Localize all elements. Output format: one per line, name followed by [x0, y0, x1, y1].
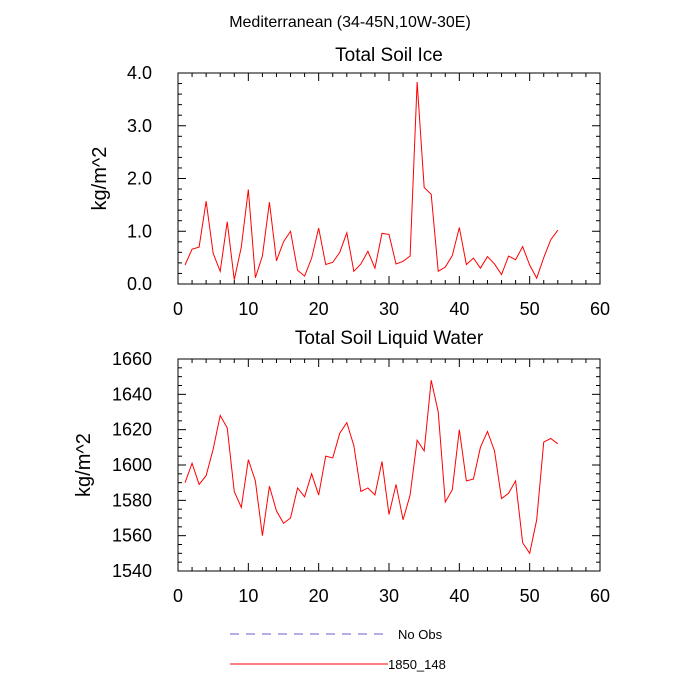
x-tick-label: 40 — [449, 586, 469, 606]
y-tick-label: 1660 — [112, 349, 152, 369]
x-tick-label: 50 — [520, 586, 540, 606]
y-tick-label: 1600 — [112, 455, 152, 475]
x-tick-label: 40 — [449, 299, 469, 319]
y-axis-label: kg/m^2 — [73, 433, 95, 497]
y-tick-label: 0.0 — [127, 274, 152, 294]
y-tick-label: 1540 — [112, 561, 152, 581]
legend: No Obs 1850_148 — [230, 627, 446, 672]
y-tick-label: 1620 — [112, 420, 152, 440]
x-tick-label: 50 — [520, 299, 540, 319]
series-line-1850-148 — [184, 81, 559, 280]
x-tick-label: 20 — [309, 586, 329, 606]
x-tick-label: 20 — [309, 299, 329, 319]
y-tick-label: 4.0 — [127, 63, 152, 83]
plot-frame — [177, 72, 601, 285]
x-tick-label: 60 — [590, 299, 610, 319]
legend-label-no-obs: No Obs — [398, 627, 443, 642]
plot-frame — [177, 358, 601, 572]
x-tick-label: 0 — [173, 586, 183, 606]
y-tick-label: 1560 — [112, 526, 152, 546]
x-tick-label: 30 — [379, 586, 399, 606]
y-tick-label: 1580 — [112, 490, 152, 510]
figure-suptitle: Mediterranean (34-45N,10W-30E) — [229, 14, 471, 31]
y-tick-label: 1.0 — [127, 221, 152, 241]
x-tick-label: 0 — [173, 299, 183, 319]
x-tick-label: 30 — [379, 299, 399, 319]
chart-panel-soil-ice: 0 10 20 30 40 50 60 0.0 1.0 2.0 3.0 4.0 Total Soil I… — [89, 45, 610, 319]
legend-label-1850-148: 1850_148 — [388, 657, 446, 672]
series-line-1850-148 — [184, 380, 559, 555]
chart-panel-soil-liquid-water: 0 10 20 30 40 50 60 1540 1560 1580 1600 1620 1640 166… — [73, 328, 610, 606]
y-tick-label: 2.0 — [127, 169, 152, 189]
chart-title: Total Soil Ice — [335, 45, 443, 66]
x-tick-label: 10 — [238, 299, 258, 319]
y-tick-label: 3.0 — [127, 116, 152, 136]
x-tick-label: 60 — [590, 586, 610, 606]
x-tick-label: 10 — [238, 586, 258, 606]
chart-title: Total Soil Liquid Water — [295, 328, 484, 349]
y-tick-label: 1640 — [112, 384, 152, 404]
y-axis-label: kg/m^2 — [89, 147, 111, 211]
